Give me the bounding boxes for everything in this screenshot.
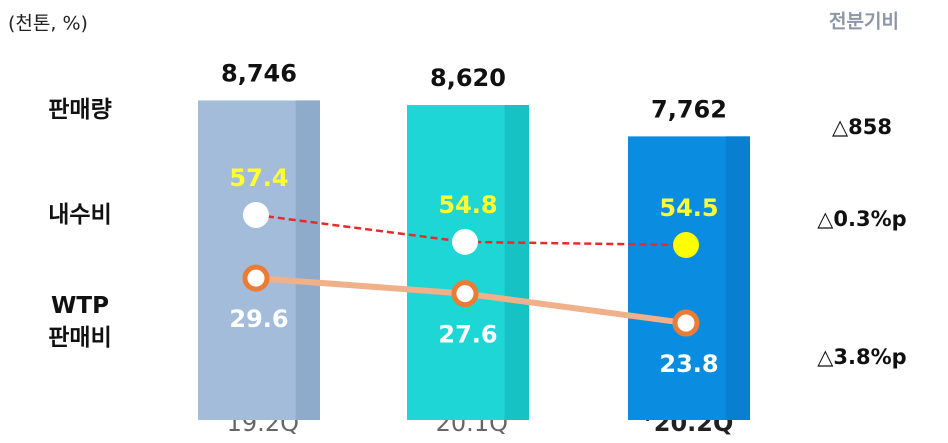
row-label: WTP 판매비 [48, 293, 112, 351]
bar-value-label: 8,746 [221, 59, 297, 87]
change-label: △0.3%p [817, 207, 906, 231]
bar-edge [295, 100, 320, 420]
unit-label: (천톤, %) [8, 13, 88, 35]
point [673, 232, 699, 259]
point-value-label: 27.6 [438, 321, 497, 349]
bar-value-label: 8,620 [430, 64, 506, 92]
change-label: △858 [832, 115, 892, 139]
bar-value-label: 7,762 [651, 95, 727, 123]
point-value-label: 54.8 [438, 191, 497, 219]
change-label: △3.8%p [817, 345, 906, 369]
row-label: 내수비 [48, 202, 112, 228]
row-label: 판매량 [48, 97, 112, 123]
point [452, 228, 478, 255]
bar-edge [504, 105, 529, 421]
point-value-label: 57.4 [229, 164, 288, 192]
change-header: 전분기비 [829, 11, 899, 33]
point-value-label: 54.5 [659, 194, 718, 222]
point [243, 201, 269, 228]
bar-edge [725, 136, 750, 420]
point-value-label: 23.8 [659, 350, 718, 378]
point-value-label: 29.6 [229, 305, 288, 333]
point [451, 280, 479, 308]
point [242, 264, 270, 292]
point [672, 309, 700, 337]
